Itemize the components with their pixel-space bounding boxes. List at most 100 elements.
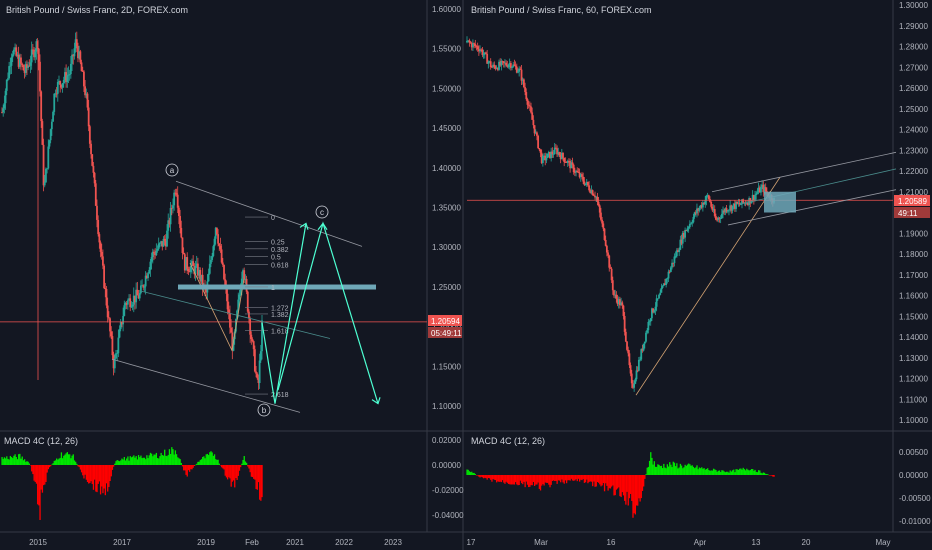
left-macd-bar [110, 465, 112, 477]
left-macd-bar [44, 465, 46, 485]
left-macd-bar [128, 460, 130, 465]
left-candle [132, 295, 135, 305]
right-candle [480, 49, 483, 51]
left-macd-bar [78, 465, 80, 468]
left-macd-bar [118, 461, 121, 465]
right-macd-bar [511, 475, 513, 485]
left-candle [210, 259, 212, 264]
left-candle [67, 74, 70, 76]
left-candle [124, 303, 127, 306]
left-macd-bar [32, 465, 34, 475]
left-macd-bar [21, 456, 23, 465]
left-candle [35, 41, 38, 52]
left-candle [246, 291, 249, 312]
left-macd-bar [129, 456, 131, 465]
left-macd-bar [185, 465, 187, 475]
left-candle [72, 54, 75, 57]
right-macd-bar [505, 475, 507, 482]
right-candle [550, 151, 553, 158]
wave-label-circle [165, 163, 179, 177]
left-support-zone [178, 284, 376, 290]
right-macd-bar [467, 469, 469, 475]
left-time-tick: 2021 [286, 538, 304, 547]
wave-label: c [320, 208, 324, 217]
right-macd-bar [690, 465, 692, 475]
right-candle [728, 209, 730, 211]
right-chart-title: British Pound / Swiss Franc, 60, FOREX.c… [471, 5, 652, 15]
left-macd-bar [171, 447, 173, 465]
right-candle [488, 61, 491, 63]
fib-level-label: 1 [271, 285, 275, 292]
left-candle [201, 274, 204, 288]
left-macd-bar [179, 459, 181, 465]
right-candle [688, 223, 691, 228]
right-price-tick: 1.13000 [899, 354, 928, 363]
left-candle [49, 129, 52, 141]
left-candle [212, 246, 215, 257]
right-candle [468, 40, 471, 43]
right-candle [696, 208, 698, 214]
left-macd-bar [112, 465, 115, 467]
right-candle [684, 230, 687, 238]
left-macd-bar [230, 465, 232, 487]
right-macd-bar [618, 475, 620, 488]
left-candle [77, 45, 79, 59]
left-candle [123, 305, 126, 316]
right-price-badge: 1.20589 [898, 197, 927, 206]
left-candle [99, 242, 102, 252]
right-candle [607, 252, 609, 256]
right-macd-bar [639, 475, 641, 502]
right-candle [573, 172, 576, 173]
left-macd-bar [121, 458, 123, 465]
right-macd-bar [616, 475, 619, 489]
left-macd-bar [207, 455, 210, 465]
right-candle [756, 192, 759, 194]
left-macd-bar [146, 455, 148, 465]
right-macd-bar [608, 475, 610, 489]
right-candle [675, 250, 678, 257]
left-candle [20, 57, 22, 64]
right-macd-bar [624, 475, 626, 501]
right-candle [569, 161, 572, 169]
left-candle [122, 315, 124, 325]
left-macd-bar [219, 465, 222, 466]
left-macd-bar [13, 455, 15, 465]
left-candle [242, 270, 244, 279]
right-macd-bar [647, 466, 650, 475]
left-candle [60, 84, 63, 88]
left-macd-bar [192, 465, 194, 468]
right-candle [687, 227, 690, 229]
right-target-zone [764, 191, 796, 213]
left-candle [238, 294, 241, 300]
left-candle [189, 266, 192, 273]
right-macd-bar [548, 475, 550, 485]
right-candle [558, 152, 561, 155]
left-candle [229, 313, 231, 328]
fib-level-label: 0 [271, 215, 275, 222]
right-candle [530, 106, 532, 113]
right-candle [613, 290, 615, 296]
right-candle [587, 181, 589, 186]
right-macd-bar [613, 475, 615, 496]
left-candle [174, 192, 177, 194]
right-price-tick: 1.15000 [899, 312, 928, 321]
left-projection-path-1 [261, 223, 307, 404]
left-macd-bar [194, 464, 197, 466]
left-macd-bar [164, 449, 166, 465]
fib-level-label: 0.25 [271, 240, 285, 247]
right-macd-bar [682, 468, 684, 475]
right-macd-bar [513, 475, 516, 485]
left-macd-bar [58, 458, 60, 465]
right-time-tick: Apr [694, 538, 707, 547]
left-candle [131, 304, 134, 307]
left-candle [231, 332, 234, 351]
right-macd-bar [724, 472, 727, 475]
left-macd-bar [38, 465, 40, 506]
right-candle [716, 219, 719, 221]
left-macd-bar [162, 455, 165, 465]
left-candle [214, 227, 217, 239]
left-macd-bar [83, 465, 85, 479]
left-candle [140, 285, 142, 294]
right-candle [524, 87, 526, 93]
left-macd-bar [213, 454, 216, 465]
